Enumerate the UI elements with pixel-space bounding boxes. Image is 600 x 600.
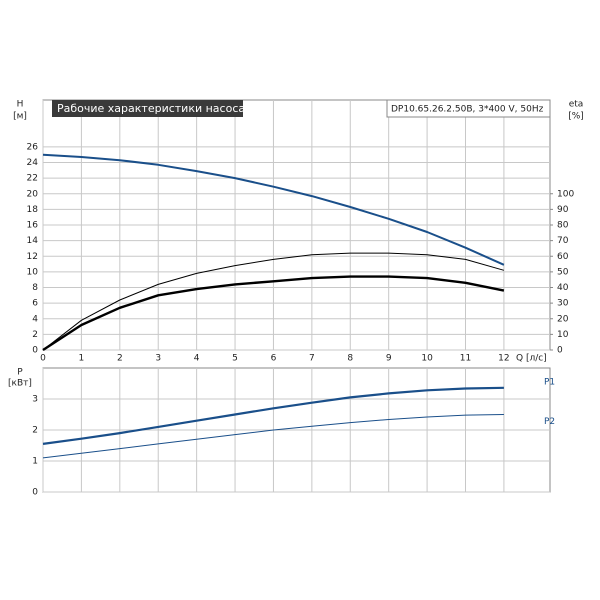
title-box — [52, 100, 243, 117]
y-label: P — [17, 368, 23, 378]
x-tick-label: 8 — [347, 354, 353, 364]
y-tick-label: 26 — [27, 142, 39, 152]
subtitle-box — [386, 99, 551, 118]
x-tick-label: 0 — [40, 354, 46, 364]
y-tick-label: 2 — [32, 426, 38, 436]
y-tick-label: 24 — [27, 158, 39, 168]
series-line — [42, 275, 505, 352]
series-line — [42, 386, 504, 445]
x-tick-label: 3 — [155, 354, 161, 364]
x-tick-label: 2 — [117, 354, 123, 364]
y-label: H — [17, 100, 24, 110]
series-line — [42, 414, 504, 459]
y-unit: [м] — [13, 112, 27, 122]
x-tick-label: 11 — [460, 354, 471, 364]
series-label: P2 — [544, 417, 555, 427]
y-tick-label: 14 — [27, 236, 39, 246]
y-tick-label: 0 — [32, 488, 38, 498]
x-tick-label: 1 — [79, 354, 85, 364]
y2-tick-label: 50 — [557, 267, 569, 277]
series-label: P1 — [544, 377, 555, 387]
y-tick-label: 12 — [27, 252, 38, 262]
y2-tick-label: 70 — [557, 236, 569, 246]
y2-tick-label: 80 — [557, 221, 569, 231]
series-line — [42, 252, 505, 351]
y-tick-label: 0 — [32, 346, 38, 356]
y-tick-label: 22 — [27, 174, 38, 184]
y-unit: [кВт] — [8, 379, 32, 389]
x-tick-label: 4 — [194, 354, 200, 364]
x-tick-label: 12 — [498, 354, 509, 364]
y2-tick-label: 30 — [557, 299, 569, 309]
y-tick-label: 10 — [27, 267, 39, 277]
y2-tick-label: 20 — [557, 314, 569, 324]
y-tick-label: 1 — [32, 457, 38, 467]
y-tick-label: 8 — [32, 283, 38, 293]
x-tick-label: 10 — [421, 354, 433, 364]
y2-unit: [%] — [568, 112, 584, 122]
y2-tick-label: 10 — [557, 330, 569, 340]
y2-tick-label: 40 — [557, 283, 569, 293]
y2-label: eta — [569, 100, 584, 110]
x-label: Q [л/с] — [516, 354, 547, 364]
x-tick-label: 6 — [271, 354, 277, 364]
y-tick-label: 18 — [27, 205, 39, 215]
x-tick-label: 9 — [386, 354, 392, 364]
series-line — [42, 153, 505, 266]
chart-subtitle: DP10.65.26.2.50B, 3*400 V, 50Hz — [391, 105, 544, 115]
y-tick-label: 6 — [32, 299, 38, 309]
y-tick-label: 16 — [27, 221, 39, 231]
y2-tick-label: 100 — [557, 189, 574, 199]
chart-title: Рабочие характеристики насоса — [57, 102, 245, 115]
y-tick-label: 3 — [32, 395, 38, 405]
y2-tick-label: 0 — [557, 346, 563, 356]
y2-tick-label: 90 — [557, 205, 569, 215]
x-tick-label: 7 — [309, 354, 315, 364]
x-tick-label: 5 — [232, 354, 238, 364]
y-tick-label: 20 — [27, 189, 39, 199]
y2-tick-label: 60 — [557, 252, 569, 262]
y-tick-label: 2 — [32, 330, 38, 340]
y-tick-label: 4 — [32, 314, 38, 324]
